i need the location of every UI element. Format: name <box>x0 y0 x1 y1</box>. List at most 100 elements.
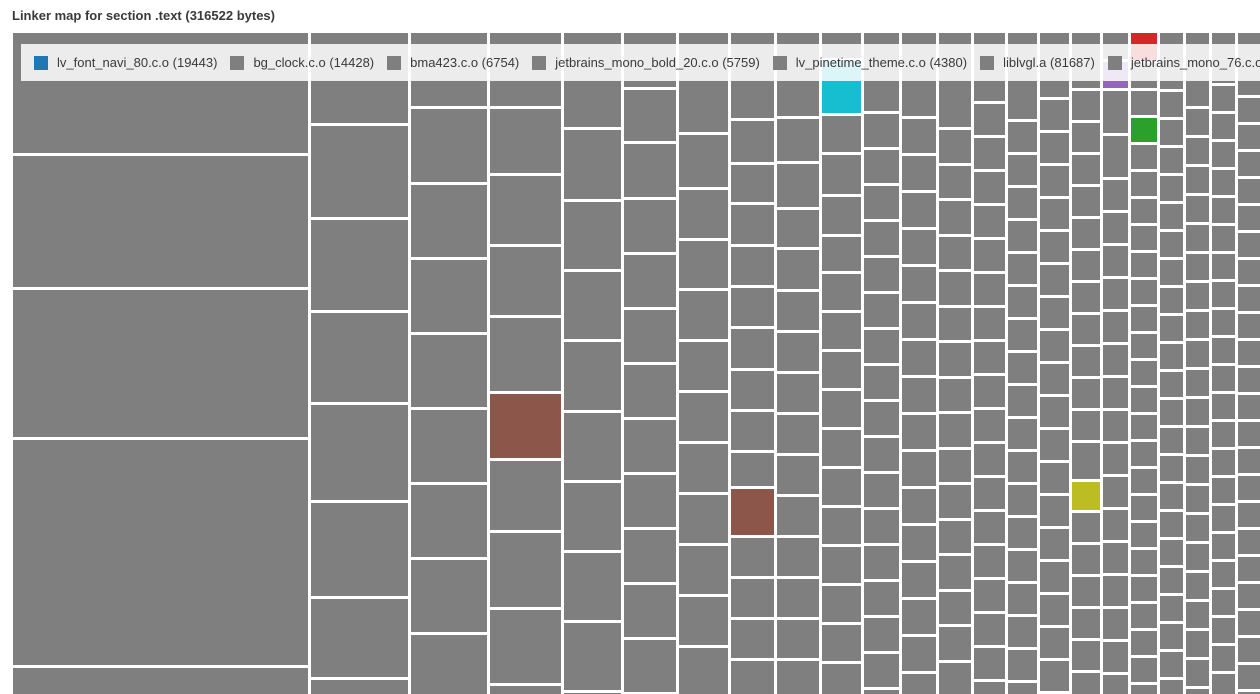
treemap-cell[interactable] <box>864 150 899 183</box>
treemap-cell[interactable] <box>1212 450 1235 475</box>
treemap-cell[interactable] <box>1186 167 1209 193</box>
treemap-cell[interactable] <box>1131 307 1157 331</box>
treemap-cell[interactable] <box>1212 394 1235 419</box>
treemap-cell[interactable] <box>1131 388 1157 412</box>
treemap-cell[interactable] <box>1212 618 1235 643</box>
treemap-cell[interactable] <box>1072 155 1100 184</box>
treemap-cell[interactable] <box>974 172 1005 203</box>
treemap-cell[interactable] <box>902 600 936 634</box>
treemap-cell[interactable] <box>1186 312 1209 338</box>
treemap-cell[interactable] <box>1103 477 1128 507</box>
treemap-cell[interactable] <box>902 563 936 597</box>
legend-item[interactable]: jetbrains_mono_bold_20.c.o (5759) <box>532 55 760 70</box>
treemap-cell[interactable] <box>1008 485 1037 515</box>
treemap-cell[interactable] <box>822 508 861 544</box>
treemap-cell[interactable] <box>1212 534 1235 559</box>
treemap-cell[interactable] <box>1238 611 1260 635</box>
treemap-cell[interactable] <box>1160 344 1183 369</box>
treemap-cell[interactable] <box>1238 260 1260 284</box>
treemap-cell[interactable] <box>731 620 774 658</box>
treemap-cell[interactable] <box>974 104 1005 135</box>
treemap-cell[interactable] <box>1186 283 1209 309</box>
treemap-cell[interactable] <box>1212 254 1235 279</box>
treemap-cell[interactable] <box>1160 652 1183 677</box>
treemap-cell[interactable] <box>1103 246 1128 276</box>
treemap-cell[interactable] <box>939 272 971 305</box>
treemap-cell[interactable] <box>624 475 676 527</box>
treemap-cell[interactable] <box>1103 444 1128 474</box>
treemap-cell[interactable] <box>1186 631 1209 657</box>
treemap-cell[interactable] <box>1160 428 1183 453</box>
treemap-cell[interactable] <box>1008 221 1037 251</box>
treemap-cell[interactable] <box>1008 584 1037 614</box>
treemap-cell[interactable] <box>864 690 899 694</box>
treemap-cell[interactable] <box>1160 288 1183 313</box>
treemap-cell[interactable] <box>624 640 676 692</box>
legend-item[interactable]: jetbrains_mono_76.c.o (3321) <box>1107 55 1260 70</box>
treemap-cell[interactable] <box>1103 675 1128 694</box>
treemap-cell[interactable] <box>731 412 774 450</box>
treemap-cell[interactable] <box>1103 411 1128 441</box>
treemap-cell[interactable] <box>1131 469 1157 493</box>
treemap-cell[interactable] <box>311 599 408 677</box>
treemap-cell[interactable] <box>902 193 936 227</box>
treemap-cell[interactable] <box>939 556 971 589</box>
treemap-cell[interactable] <box>1008 650 1037 680</box>
treemap-cell[interactable] <box>1072 545 1100 574</box>
treemap-cell[interactable] <box>1186 457 1209 483</box>
treemap-cell[interactable] <box>564 483 621 550</box>
treemap-cell[interactable] <box>1008 254 1037 284</box>
treemap-cell[interactable] <box>1008 122 1037 152</box>
treemap-cell[interactable] <box>1103 642 1128 672</box>
treemap-cell[interactable] <box>1103 136 1128 177</box>
treemap-cell[interactable] <box>1238 125 1260 149</box>
treemap-cell[interactable] <box>490 109 561 173</box>
treemap-cell[interactable] <box>1186 573 1209 599</box>
treemap-cell[interactable] <box>679 291 728 339</box>
treemap-cell[interactable] <box>777 620 819 658</box>
treemap-cell[interactable] <box>1072 251 1100 280</box>
treemap-cell[interactable] <box>1008 452 1037 482</box>
treemap-cell[interactable] <box>974 580 1005 611</box>
treemap-cell[interactable] <box>974 648 1005 679</box>
treemap-cell[interactable] <box>731 661 774 694</box>
treemap-cell[interactable] <box>1131 361 1157 385</box>
treemap-cell[interactable] <box>624 365 676 417</box>
treemap-cell[interactable] <box>1212 366 1235 391</box>
treemap-cell[interactable] <box>311 503 408 596</box>
treemap-cell[interactable] <box>1040 628 1069 658</box>
treemap-cell[interactable] <box>1072 443 1100 479</box>
treemap-cell[interactable] <box>1238 287 1260 311</box>
treemap-cell[interactable] <box>1212 338 1235 363</box>
treemap-cell[interactable] <box>564 623 621 690</box>
treemap-cell[interactable] <box>1040 199 1069 229</box>
treemap-cell[interactable] <box>411 560 487 632</box>
treemap-cell[interactable] <box>624 585 676 637</box>
treemap-cell[interactable] <box>1186 138 1209 164</box>
treemap-cell[interactable] <box>902 267 936 301</box>
treemap-cell[interactable] <box>939 627 971 660</box>
treemap-cell[interactable] <box>1212 170 1235 195</box>
treemap-cell[interactable] <box>311 220 408 310</box>
treemap-cell[interactable] <box>564 413 621 480</box>
treemap-cell[interactable] <box>1040 166 1069 196</box>
treemap-cell[interactable] <box>1238 422 1260 446</box>
treemap-cell[interactable] <box>1040 529 1069 559</box>
treemap-cell[interactable] <box>1160 92 1183 117</box>
treemap-cell[interactable] <box>1040 100 1069 130</box>
treemap-cell[interactable] <box>1040 397 1069 427</box>
treemap-cell[interactable] <box>939 308 971 340</box>
treemap-cell[interactable] <box>1131 523 1157 547</box>
treemap-cell[interactable] <box>1160 120 1183 145</box>
treemap-cell[interactable] <box>490 176 561 244</box>
treemap-cell[interactable] <box>1040 430 1069 460</box>
treemap-cell[interactable] <box>1072 91 1100 120</box>
treemap-cell[interactable] <box>974 614 1005 645</box>
treemap-cell[interactable] <box>902 304 936 338</box>
treemap-cell[interactable] <box>1238 233 1260 257</box>
treemap-cell[interactable] <box>864 510 899 543</box>
treemap-cell[interactable] <box>1212 506 1235 531</box>
treemap-cell[interactable] <box>1131 496 1157 520</box>
treemap-cell[interactable] <box>939 592 971 624</box>
treemap-cell[interactable] <box>1103 609 1128 639</box>
